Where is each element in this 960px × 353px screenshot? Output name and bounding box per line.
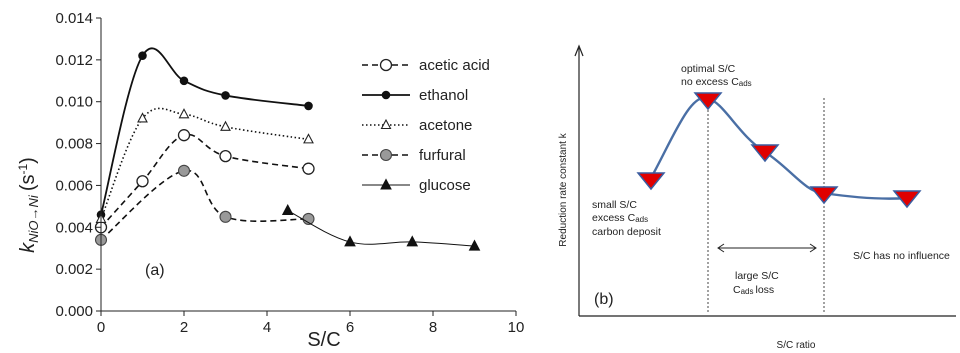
panel-b-marker-2 bbox=[693, 92, 723, 111]
panel-b-note-optimal-line1: optimal S/C bbox=[681, 63, 736, 75]
panel-b-note-large-line1: large S/C bbox=[735, 270, 779, 282]
series-ethanol-point bbox=[179, 76, 189, 86]
series-furfural-point bbox=[219, 210, 232, 223]
panel-a-y-tick-label: 0.004 bbox=[55, 219, 93, 236]
series-glucose-point bbox=[406, 235, 419, 247]
legend-marker-acetone bbox=[380, 118, 392, 130]
panel-a-x-tick-label: 0 bbox=[97, 319, 105, 336]
series-acetone-point bbox=[137, 112, 148, 123]
series-ethanol bbox=[96, 47, 313, 220]
series-acetone-point bbox=[220, 120, 231, 131]
legend-label-ethanol: ethanol bbox=[419, 87, 468, 104]
panel-b-range-arrow-right-head bbox=[809, 243, 817, 253]
panel-b-marker-1 bbox=[636, 172, 666, 191]
panel-b-diagram: optimal S/C no excess Cads small S/C exc… bbox=[558, 44, 956, 351]
series-acetic-acid-point bbox=[302, 162, 315, 175]
series-acetone bbox=[95, 107, 314, 223]
legend-marker-glucose bbox=[380, 178, 392, 190]
panel-a-y-tick-label: 0.012 bbox=[55, 52, 93, 69]
series-furfural-point bbox=[177, 164, 191, 177]
panel-b-marker-5 bbox=[892, 190, 922, 209]
panel-a-axes bbox=[100, 18, 516, 312]
panel-b-range-arrow-left-head bbox=[717, 243, 725, 253]
panel-b-marker-3 bbox=[750, 144, 780, 163]
panel-a-series-group bbox=[94, 47, 481, 251]
legend-label-acetic-acid: acetic acid bbox=[419, 57, 490, 74]
panel-a-chart: 0.000 0.002 0.004 0.006 0.008 0.010 0.012 0.014… bbox=[16, 10, 524, 351]
panel-b-note-no-influence: S/C has no influence bbox=[853, 250, 950, 262]
series-ethanol-line bbox=[100, 47, 309, 215]
series-glucose-point bbox=[281, 203, 294, 216]
panel-a-x-axis-title: S/C bbox=[307, 329, 340, 351]
series-glucose-point bbox=[468, 239, 481, 251]
series-acetic-acid bbox=[94, 129, 315, 234]
panel-a-x-tick-label: 8 bbox=[429, 319, 437, 336]
panel-a-y-tick-label: 0.008 bbox=[55, 136, 93, 153]
panel-a-x-tick-label: 4 bbox=[263, 319, 271, 336]
legend-marker-acetic-acid bbox=[379, 58, 393, 72]
series-acetone-point bbox=[178, 108, 190, 119]
panel-a-y-axis-title: kNiO→Ni(s-1) bbox=[16, 157, 41, 253]
panel-a-legend: acetic acid ethanol acetone furfural glucose bbox=[362, 57, 490, 194]
panel-a-label: (a) bbox=[145, 262, 165, 279]
series-acetone-point bbox=[303, 133, 314, 144]
panel-a-y-tick-label: 0.006 bbox=[55, 177, 93, 194]
panel-a-y-tick-label: 0.002 bbox=[55, 261, 93, 278]
panel-b-marker-4 bbox=[809, 186, 839, 205]
panel-b-note-small-line2: excess Cads bbox=[592, 212, 648, 224]
legend-label-furfural: furfural bbox=[419, 147, 466, 164]
legend-label-acetone: acetone bbox=[419, 117, 472, 134]
series-furfural bbox=[94, 164, 315, 246]
series-ethanol-point bbox=[221, 91, 230, 100]
panel-b-note-optimal-line2: no excess Cads bbox=[681, 76, 752, 88]
panel-a-y-tick-label: 0.014 bbox=[55, 10, 93, 27]
series-acetone-line bbox=[100, 107, 309, 220]
panel-a-x-tick-label: 2 bbox=[180, 319, 188, 336]
panel-b-curve bbox=[649, 96, 908, 200]
series-glucose bbox=[281, 203, 481, 251]
panel-b-note-large-line2: Cads loss bbox=[733, 284, 774, 296]
series-furfural-line bbox=[100, 169, 309, 241]
series-glucose-point bbox=[344, 235, 356, 247]
panel-b-note-small-line1: small S/C bbox=[592, 199, 637, 211]
panel-a-ticks: 0.000 0.002 0.004 0.006 0.008 0.010 0.012 0.014… bbox=[55, 10, 524, 336]
panel-b-y-axis-arrow bbox=[574, 44, 584, 57]
legend-label-glucose: glucose bbox=[419, 177, 471, 194]
panel-b-y-axis-title: Reduction rate constant k bbox=[558, 132, 569, 246]
panel-b-label: (b) bbox=[594, 291, 614, 308]
series-acetic-acid-point bbox=[177, 129, 191, 142]
legend-marker-ethanol bbox=[381, 90, 391, 100]
panel-a-x-tick-label: 10 bbox=[508, 319, 525, 336]
panel-a-y-tick-label: 0.000 bbox=[55, 303, 93, 320]
series-ethanol-point bbox=[138, 51, 147, 60]
series-acetic-acid-point bbox=[136, 175, 149, 188]
series-ethanol-point bbox=[304, 101, 313, 111]
panel-a-y-tick-label: 0.010 bbox=[55, 94, 93, 111]
series-acetic-acid-point bbox=[219, 149, 232, 163]
panel-b-note-small-line3: carbon deposit bbox=[592, 226, 661, 238]
panel-b-x-axis-title: S/C ratio bbox=[777, 340, 816, 351]
panel-a-x-tick-label: 6 bbox=[346, 319, 354, 336]
legend-marker-furfural bbox=[379, 148, 393, 162]
series-acetic-acid-line bbox=[100, 133, 309, 228]
series-glucose-line bbox=[287, 210, 475, 247]
